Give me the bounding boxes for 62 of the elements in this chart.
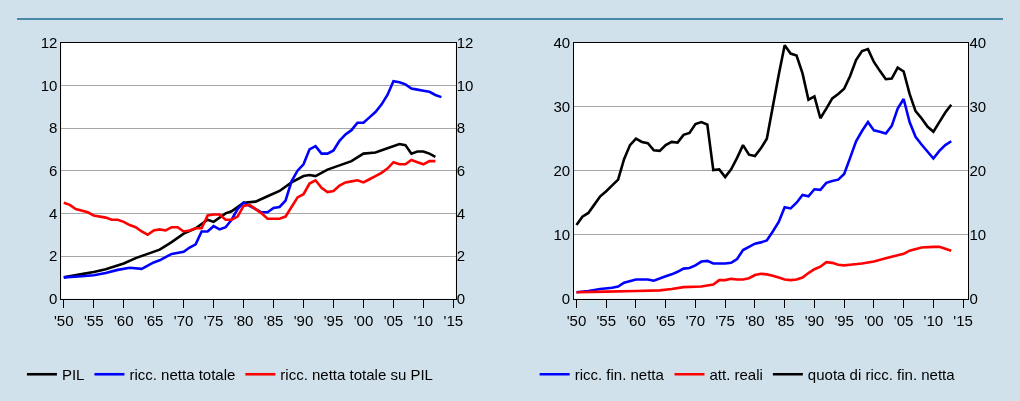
x-tick-label: '55: [83, 311, 104, 329]
line-series: [62, 158, 437, 236]
x-tick-label: '80: [745, 311, 765, 329]
y2-tick-label: 6: [456, 161, 466, 179]
y2-tick-label: 40: [969, 33, 987, 51]
x-tick-label: '05: [893, 311, 914, 329]
x-tick-label: '70: [685, 311, 706, 329]
y-tick-label: 6: [49, 161, 58, 179]
y2-tick-label: 4: [456, 204, 466, 222]
y2-tick-label: 2: [456, 247, 466, 265]
x-tick-label: '05: [383, 311, 404, 329]
y-tick-label: 8: [49, 119, 58, 137]
x-tick-label: '85: [774, 311, 795, 329]
x-tick-label: '10: [923, 311, 944, 329]
y2-tick-label: 0: [456, 289, 466, 307]
x-tick-label: '95: [323, 311, 344, 329]
y2-tick-label: 20: [969, 161, 987, 179]
legend-label: ricc. netta totale: [129, 366, 236, 384]
x-tick-label: '00: [864, 311, 884, 329]
x-tick-label: '60: [113, 311, 134, 329]
x-tick-label: '75: [203, 311, 224, 329]
y-tick-label: 10: [553, 225, 571, 243]
x-tick-label: '55: [596, 311, 616, 329]
x-tick-label: '85: [263, 311, 284, 329]
y-tick-label: 0: [49, 289, 58, 307]
line-series: [575, 43, 953, 227]
y-tick-label: 40: [553, 33, 571, 51]
x-tick-label: '80: [233, 311, 254, 329]
x-tick-label: '65: [143, 311, 164, 329]
y2-tick-label: 12: [456, 33, 474, 51]
y-tick-label: 0: [561, 289, 571, 307]
y-tick-label: 30: [553, 97, 571, 115]
legend-label: att. reali: [709, 366, 763, 384]
legend-label: PIL: [61, 366, 85, 384]
x-tick-label: '60: [626, 311, 646, 329]
y-tick-label: 2: [49, 247, 58, 265]
x-tick-label: '65: [655, 311, 676, 329]
legend-label: quota di ricc. fin. netta: [807, 366, 956, 384]
y2-tick-label: 10: [969, 225, 987, 243]
y-tick-label: 12: [40, 33, 58, 51]
x-tick-label: '95: [834, 311, 854, 329]
x-tick-label: '00: [353, 311, 374, 329]
line-series: [575, 245, 953, 294]
y2-tick-label: 0: [969, 289, 978, 307]
y-tick-label: 4: [49, 204, 58, 222]
y-tick-label: 20: [553, 161, 571, 179]
legend-label: ricc. netta totale su PIL: [280, 366, 433, 384]
y-tick-label: 10: [40, 76, 58, 94]
x-tick-label: '15: [443, 311, 464, 329]
y2-tick-label: 8: [456, 119, 466, 137]
x-tick-label: '90: [804, 311, 825, 329]
x-tick-label: '90: [293, 311, 314, 329]
legend-label: ricc. fin. netta: [574, 366, 665, 384]
line-series: [62, 79, 443, 279]
x-tick-label: '70: [173, 311, 194, 329]
x-tick-label: '10: [413, 311, 434, 329]
x-tick-label: '15: [953, 311, 973, 329]
y2-tick-label: 10: [456, 76, 474, 94]
x-tick-label: '50: [53, 311, 74, 329]
x-tick-label: '50: [566, 311, 587, 329]
x-tick-label: '75: [715, 311, 735, 329]
y2-tick-label: 30: [969, 97, 987, 115]
